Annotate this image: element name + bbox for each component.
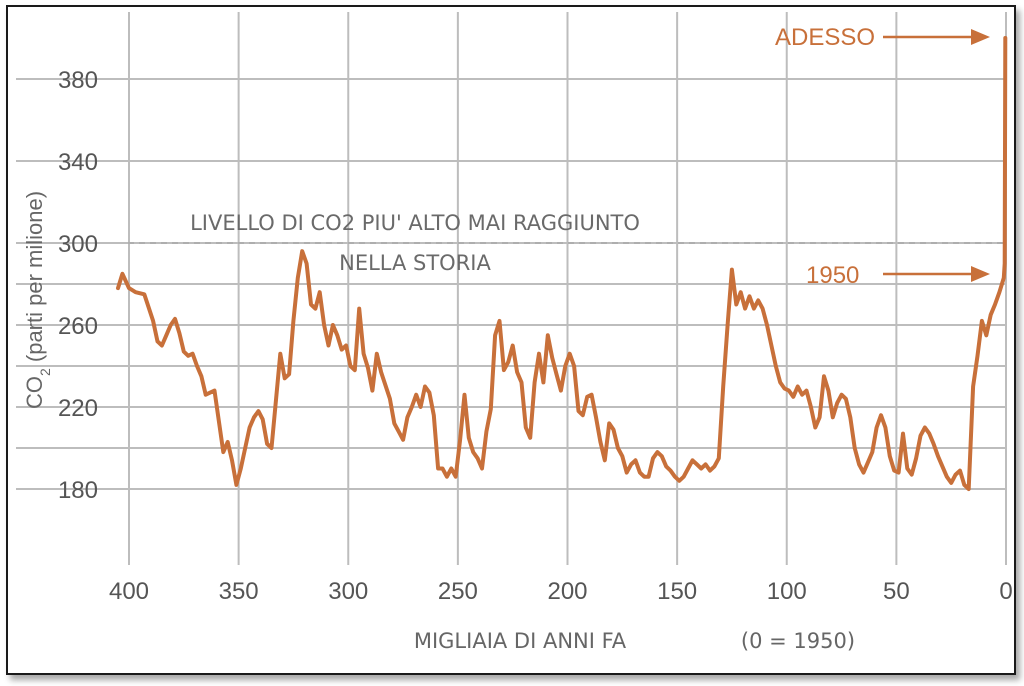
y-tick-label: 380 [58,67,98,94]
x-tick-label: 350 [219,578,259,605]
x-axis-label: MIGLIAIA DI ANNI FA [414,629,627,653]
x-tick-label: 300 [328,578,368,605]
x-tick-label: 250 [438,578,478,605]
annotation-adesso: ADESSO [775,24,875,51]
y-axis-label-rest: (parti per milione) [22,191,47,368]
co2-series-line [116,36,1008,491]
x-axis-note: (0 = 1950) [741,629,855,653]
y-tick-label: 260 [58,313,98,340]
x-tick-labels: 400 350 300 250 200 150 100 50 0 [109,578,1013,605]
y-tick-label: 300 [58,231,98,258]
x-tick-label: 150 [657,578,697,605]
y-tick-label: 220 [58,395,98,422]
x-tick-label: 400 [109,578,149,605]
y-axis-label-subscript: 2 [37,368,53,376]
annotation-1950: 1950 [806,262,859,289]
y-tick-label: 180 [58,477,98,504]
chart-frame [6,5,1016,675]
y-axis-label: CO2 (parti per milione) [22,191,53,409]
x-tick-label: 0 [999,578,1012,605]
arrowhead-1950 [971,266,990,282]
arrowhead-adesso [971,29,990,45]
x-tick-label: 100 [767,578,807,605]
x-tick-label: 50 [883,578,910,605]
y-tick-label: 340 [58,149,98,176]
x-tick-label: 200 [547,578,587,605]
reference-label-line2: NELLA STORIA [339,251,491,275]
reference-label-line1: LIVELLO DI CO2 PIU' ALTO MAI RAGGIUNTO [190,211,640,235]
y-tick-labels: 180 220 260 300 340 380 [58,67,98,504]
y-axis-label-main: CO [22,376,47,409]
